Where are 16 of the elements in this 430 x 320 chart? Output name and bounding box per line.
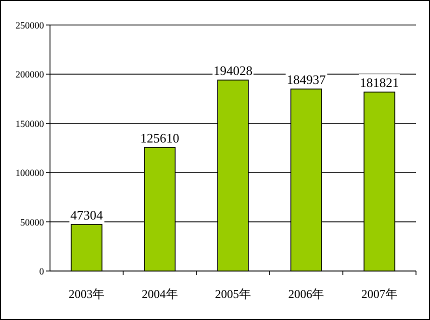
y-tick-label: 100000 bbox=[16, 169, 44, 180]
data-label: 125610 bbox=[140, 130, 180, 146]
y-tick-label: 250000 bbox=[16, 22, 44, 32]
y-tick-label: 0 bbox=[39, 268, 44, 278]
data-label: 184937 bbox=[286, 72, 326, 88]
x-tick-label: 2007年 bbox=[361, 287, 398, 301]
data-label: 181821 bbox=[360, 75, 399, 90]
data-label: 194028 bbox=[214, 63, 252, 78]
y-tick-label: 50000 bbox=[20, 218, 44, 228]
x-tick-label: 2004年 bbox=[142, 287, 178, 301]
x-tick-label: 2005年 bbox=[215, 287, 251, 301]
x-tick-label: 2003年 bbox=[68, 287, 105, 301]
data-label: 47304 bbox=[70, 207, 104, 222]
y-tick-label: 150000 bbox=[16, 120, 44, 130]
y-tick-label: 200000 bbox=[16, 70, 44, 81]
x-tick-label: 2006年 bbox=[288, 287, 324, 301]
